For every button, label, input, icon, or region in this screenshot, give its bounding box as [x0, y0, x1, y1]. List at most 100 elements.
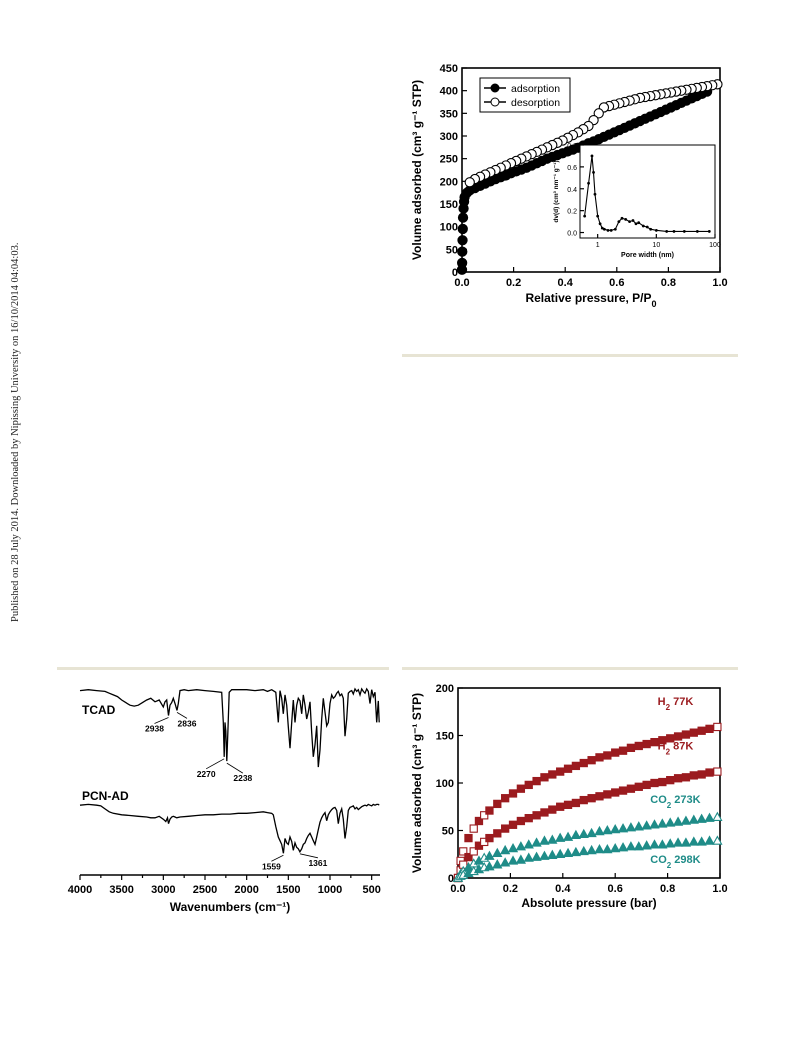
point-H2-87K — [673, 774, 683, 783]
point-CO2-273K — [704, 812, 715, 822]
x-tick-label: 2500 — [193, 884, 217, 896]
x-tick-label: 0.0 — [454, 277, 469, 289]
y-axis-label: Volume adsorbed (cm³ g⁻¹ STP) — [410, 80, 424, 260]
inset-point — [634, 222, 638, 226]
point-H2-77K — [508, 789, 518, 798]
legend-label-adsorption: adsorption — [511, 83, 560, 95]
adsorption-point — [457, 246, 468, 257]
point-CO2-273K — [633, 821, 644, 831]
point-CO2-273K — [641, 820, 652, 830]
adsorption-point — [457, 212, 469, 223]
point-H2-87K — [681, 773, 691, 782]
x-tick-label: 1500 — [276, 884, 300, 896]
point-H2-77K — [603, 751, 612, 760]
point-H2-87K — [697, 770, 706, 779]
inset-y-tick-label: 0.6 — [567, 165, 577, 172]
point-H2-77K — [469, 824, 478, 833]
point-CO2-298K — [586, 844, 597, 855]
point-CO2-273K — [515, 841, 527, 851]
annotation-2836: 2836 — [178, 718, 197, 728]
point-H2-77K — [501, 794, 510, 803]
point-H2-87K — [611, 788, 620, 797]
plot-frame — [461, 67, 721, 273]
y-tick-label: 400 — [440, 86, 458, 98]
point-H2-87K — [689, 771, 698, 780]
gas-isotherm-chart: 0.0 0.2 0.4 0.6 0.8 1.0 0 50 100 150 200 Absolute p… — [410, 683, 728, 910]
desorption-point — [464, 177, 475, 188]
annotation-arrow — [154, 717, 169, 724]
inset-x-tick-label: 10 — [652, 242, 660, 249]
inset-point — [613, 227, 617, 231]
series-label-sub: 2 — [667, 860, 672, 869]
point-CO2-298K — [570, 846, 582, 857]
inset-point — [695, 230, 699, 233]
inset-point — [637, 221, 641, 225]
point-CO2-273K — [625, 822, 637, 832]
inset-point — [654, 228, 658, 232]
publication-note-svg: Published on 28 July 2014. Downloaded by… — [10, 243, 21, 622]
inset-point — [672, 230, 676, 233]
inset-point — [606, 228, 610, 232]
point-H2-87K — [595, 792, 604, 801]
x-axis-label: Wavenumbers (cm⁻¹) — [170, 900, 291, 914]
point-H2-77K — [571, 761, 581, 771]
point-CO2-298K — [578, 845, 589, 856]
series-label-PCN-AD: PCN-AD — [82, 789, 129, 803]
annotation-1361: 1361 — [308, 858, 327, 868]
point-CO2-298K — [665, 838, 676, 848]
point-CO2-298K — [617, 842, 629, 852]
point-H2-87K — [658, 777, 667, 787]
point-CO2-298K — [704, 835, 715, 845]
x-tick-label: 0.6 — [608, 883, 623, 895]
point-H2-77K — [666, 734, 675, 743]
annotation-arrow — [299, 853, 319, 859]
point-H2-87K — [524, 814, 533, 823]
point-H2-77K — [673, 732, 683, 741]
series-label-sub: 2 — [666, 702, 671, 711]
series-label-rest: 298K — [671, 854, 700, 866]
inset-point — [707, 230, 711, 233]
point-H2-87K — [516, 816, 526, 826]
x-tick-label: 0.2 — [503, 883, 518, 895]
x-tick-label: 0.6 — [609, 277, 624, 289]
publication-note: Published on 28 July 2014. Downloaded by… — [6, 140, 22, 640]
y-tick-label: 150 — [436, 731, 454, 743]
y-tick-label: 200 — [436, 683, 454, 695]
inset-point — [583, 214, 587, 218]
point-CO2-273K — [672, 816, 684, 826]
adsorption-point — [457, 235, 468, 246]
point-H2-77K — [595, 753, 604, 762]
x-tick-label: 0.2 — [506, 277, 521, 289]
y-tick-label: 350 — [440, 108, 458, 120]
point-H2-77K — [474, 816, 484, 826]
series-label-sub: 2 — [667, 801, 672, 810]
inset-point — [596, 214, 600, 218]
y-axis-label: Volume adsorbed (cm³ g⁻¹ STP) — [410, 693, 424, 873]
inset-point — [641, 224, 645, 228]
spectrum-PCN-AD — [79, 803, 380, 854]
adsorption-point — [457, 223, 468, 235]
point-H2-77K — [618, 746, 628, 755]
point-CO2-298K — [539, 850, 550, 860]
point-CO2-298K — [696, 836, 707, 846]
point-H2-77K — [493, 799, 502, 809]
point-H2-87K — [666, 776, 675, 785]
point-CO2-273K — [594, 825, 605, 836]
point-CO2-273K — [610, 824, 621, 834]
point-H2-87K — [485, 833, 494, 843]
inset-x-tick-label: 1 — [596, 242, 600, 249]
inset-y-tick-label: 0.4 — [567, 187, 577, 194]
point-CO2-273K — [680, 815, 692, 825]
x-tick-label: 0.4 — [558, 277, 574, 289]
x-tick-label: 500 — [362, 884, 380, 896]
point-H2-77K — [532, 776, 541, 786]
point-H2-87K — [571, 798, 581, 808]
point-H2-77K — [611, 748, 620, 757]
y-tick-label: 450 — [440, 63, 458, 75]
point-H2-77K — [464, 833, 473, 843]
point-H2-77K — [459, 847, 468, 856]
point-H2-77K — [642, 739, 651, 749]
point-CO2-298K — [594, 843, 605, 854]
point-CO2-273K — [578, 828, 589, 839]
x-axis-label: Relative pressure, P/P0 — [525, 291, 656, 309]
